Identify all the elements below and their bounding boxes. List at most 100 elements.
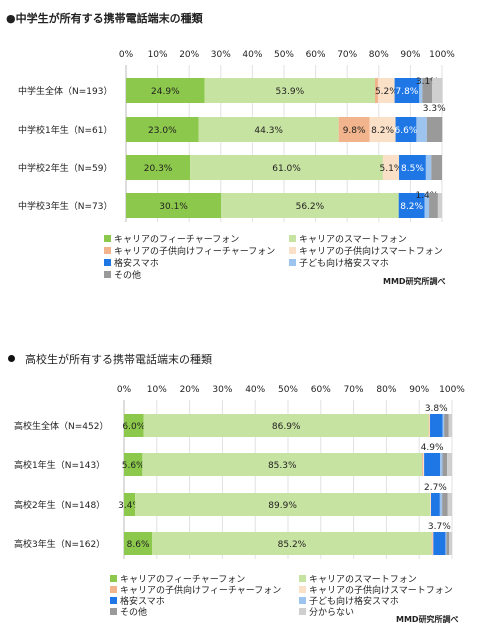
legend-item-mvno: 格安スマホ: [110, 594, 165, 607]
legend-swatch: [104, 247, 111, 254]
bar-segment-carrier_feature: [126, 117, 199, 142]
data-label: 86.9%: [272, 422, 301, 432]
source-credit: MMD研究所調べ: [383, 277, 446, 286]
data-label: 24.9%: [151, 87, 180, 97]
bar-segment-other: [444, 414, 449, 437]
legend-item-other: その他: [104, 268, 141, 281]
bar-segment-carrier_smart: [198, 117, 339, 142]
bar-segment-carrier_feature: [124, 532, 153, 555]
data-label: 3.4%: [118, 501, 141, 511]
bar-segment-kids_smart: [432, 532, 434, 555]
data-label: 8.5%: [401, 164, 424, 174]
x-tick-label: 60%: [306, 50, 326, 60]
bar-segment-kids_smart: [430, 493, 432, 516]
bar-segment-carrier_smart: [142, 453, 423, 476]
category-label: 高校生全体（N=452）: [14, 420, 108, 432]
x-tick-label: 90%: [400, 50, 420, 60]
legend-label: 子ども向け格安スマホ: [299, 259, 389, 269]
chart-title-text: 高校生が所有する携帯電話端末の種類: [25, 353, 212, 366]
bar-segment-other: [429, 193, 438, 218]
bar-segment-carrier_smart: [143, 414, 429, 437]
chart-title: 高校生が所有する携帯電話端末の種類: [8, 351, 212, 367]
legend-swatch: [110, 597, 117, 604]
bar-segment-kids_smart: [382, 155, 400, 180]
legend-item-carrier_smart: キャリアのスマートフォン: [289, 232, 407, 245]
bar-segment-mvno: [399, 155, 426, 180]
bar-segment-mvno: [431, 493, 440, 516]
data-label: 5.1%: [380, 164, 403, 174]
bar-segment-kids_mvno: [425, 155, 432, 180]
data-label: 85.2%: [278, 540, 307, 550]
bar-segment-carrier_smart: [221, 193, 399, 218]
legend-item-mvno: 格安スマホ: [104, 256, 159, 269]
bar-segment-kids_smart: [378, 78, 395, 103]
legend-swatch: [104, 259, 111, 266]
bar-segment-mvno: [394, 78, 420, 103]
x-tick-label: 60%: [311, 385, 331, 395]
data-label: 56.2%: [296, 202, 325, 212]
bar-segment-unknown: [447, 453, 452, 476]
bar-segment-other: [446, 532, 450, 555]
legend-label: キャリアのスマートフォン: [309, 575, 417, 585]
bar-segment-other: [422, 78, 433, 103]
legend-item-other: その他: [110, 605, 147, 618]
legend-label: 子ども向け格安スマホ: [309, 597, 399, 607]
data-label: 30.1%: [159, 202, 188, 212]
bar-segment-kids_mvno: [440, 453, 443, 476]
data-label: 8.2%: [400, 202, 423, 212]
x-tick-label: 80%: [369, 50, 389, 60]
legend-item-carrier_feature: キャリアのフィーチャーフォン: [104, 232, 239, 245]
legend-swatch: [110, 575, 117, 582]
x-tick-label: 10%: [147, 385, 167, 395]
legend-label: キャリアの子供向けスマートフォン: [299, 247, 443, 257]
x-tick-label: 40%: [245, 385, 265, 395]
data-label: 20.3%: [144, 164, 173, 174]
data-label: 3.1%: [416, 77, 439, 87]
legend-item-kids_feature: キャリアの子供向けフィーチャーフォン: [104, 244, 275, 257]
x-tick-label: 20%: [179, 50, 199, 60]
category-label: 高校3年生（N=162）: [14, 538, 105, 550]
data-label: 5.6%: [122, 461, 145, 471]
bar-segment-kids_smart: [429, 414, 431, 437]
legend-swatch: [299, 575, 306, 582]
bar-segment-carrier_smart: [152, 532, 432, 555]
data-label: 23.0%: [148, 126, 177, 136]
bar-segment-carrier_smart: [135, 493, 431, 516]
legend-item-kids_mvno: 子ども向け格安スマホ: [299, 594, 399, 607]
bar-segment-carrier_feature: [124, 493, 136, 516]
bar-segment-kids_feature: [375, 78, 379, 103]
legend-label: キャリアのフィーチャーフォン: [114, 235, 240, 245]
legend-swatch: [110, 608, 117, 615]
data-label: 6.0%: [122, 422, 145, 432]
data-label: 53.9%: [276, 87, 305, 97]
x-tick-label: 80%: [376, 385, 396, 395]
data-label: 6.6%: [395, 126, 418, 136]
data-label: 1.4%: [415, 191, 438, 201]
x-tick-label: 40%: [242, 50, 262, 60]
legend-item-kids_mvno: 子ども向け格安スマホ: [289, 256, 389, 269]
bar-segment-other: [442, 453, 448, 476]
source-credit: MMD研究所調べ: [396, 615, 459, 624]
legend-item-kids_smart: キャリアの子供向けスマートフォン: [289, 244, 443, 257]
legend-label: 分からない: [309, 608, 355, 618]
category-label: 中学生全体（N=193）: [18, 85, 112, 97]
x-tick-label: 50%: [278, 385, 298, 395]
legend-label: その他: [114, 271, 142, 281]
bar-segment-carrier_smart: [190, 155, 383, 180]
data-label: 4.9%: [421, 443, 444, 453]
bar-segment-kids_feature: [431, 532, 433, 555]
legend-item-kids_feature: キャリアの子供向けフィーチャーフォン: [110, 583, 281, 596]
legend-swatch: [104, 271, 111, 278]
bar-segment-kids_mvno: [445, 532, 447, 555]
data-label: 7.8%: [395, 87, 418, 97]
data-label: 61.0%: [272, 164, 301, 174]
bar-segment-mvno: [398, 193, 425, 218]
bar-segment-carrier_feature: [126, 78, 205, 103]
bar-segment-carrier_feature: [126, 155, 191, 180]
data-label: 9.8%: [343, 126, 366, 136]
data-label: 3.8%: [425, 404, 448, 414]
bar-segment-kids_feature: [422, 453, 424, 476]
x-tick-label: 100%: [439, 385, 465, 395]
legend-label: 格安スマホ: [120, 597, 165, 607]
x-tick-label: 20%: [180, 385, 200, 395]
